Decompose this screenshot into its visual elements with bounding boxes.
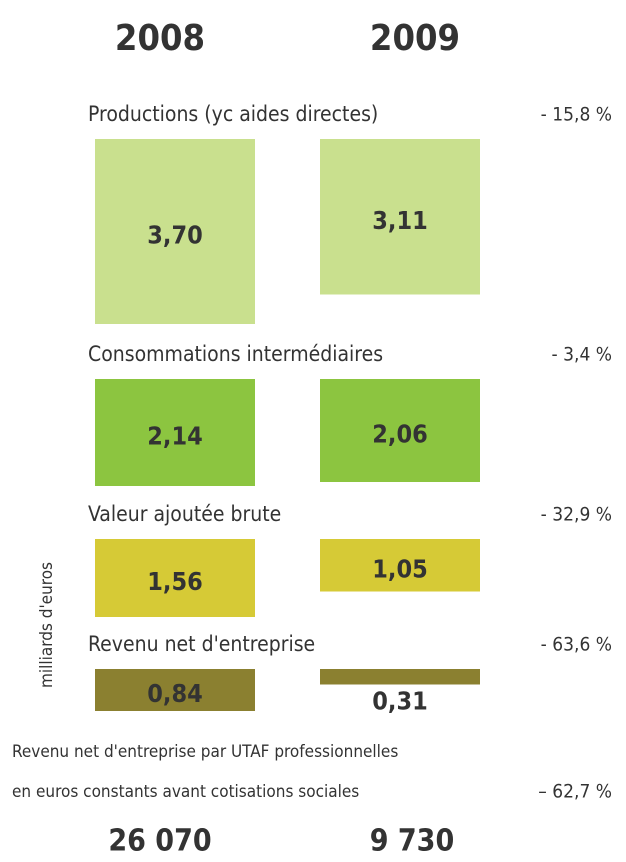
value-label: 2,06 bbox=[372, 420, 428, 449]
bar bbox=[320, 139, 480, 295]
y-axis-label: milliards d'euros bbox=[37, 562, 57, 688]
value-label: 1,05 bbox=[372, 554, 428, 583]
bar bbox=[95, 379, 255, 486]
panel-title: Productions (yc aides directes) bbox=[88, 102, 378, 126]
footer-line: en euros constants avant cotisations soc… bbox=[12, 782, 359, 802]
change-label: - 32,9 % bbox=[541, 504, 612, 526]
bar bbox=[95, 669, 255, 711]
value-label: 1,56 bbox=[147, 567, 203, 596]
change-label: - 63,6 % bbox=[541, 634, 612, 656]
panel-title: Revenu net d'entreprise bbox=[88, 632, 315, 656]
footer-change: – 62,7 % bbox=[538, 781, 612, 803]
value-label: 3,70 bbox=[147, 221, 203, 250]
panel-title: Consommations intermédiaires bbox=[88, 342, 383, 366]
change-label: - 15,8 % bbox=[541, 104, 612, 126]
value-label: 0,31 bbox=[372, 687, 428, 716]
bar bbox=[95, 139, 255, 324]
value-label: 2,14 bbox=[147, 422, 203, 451]
panel-title: Valeur ajoutée brute bbox=[88, 502, 281, 526]
bar bbox=[320, 539, 480, 592]
year: 2009 bbox=[370, 18, 460, 59]
value-label: 0,84 bbox=[147, 679, 203, 708]
bar bbox=[320, 379, 480, 482]
value-label: 3,11 bbox=[372, 206, 428, 235]
footer-value: 26 070 bbox=[108, 824, 211, 859]
year: 2008 bbox=[115, 18, 205, 59]
bar bbox=[320, 669, 480, 685]
change-label: - 3,4 % bbox=[552, 344, 612, 366]
bar bbox=[95, 539, 255, 617]
footer-line: Revenu net d'entreprise par UTAF profess… bbox=[12, 742, 398, 762]
footer-value: 9 730 bbox=[370, 824, 455, 859]
